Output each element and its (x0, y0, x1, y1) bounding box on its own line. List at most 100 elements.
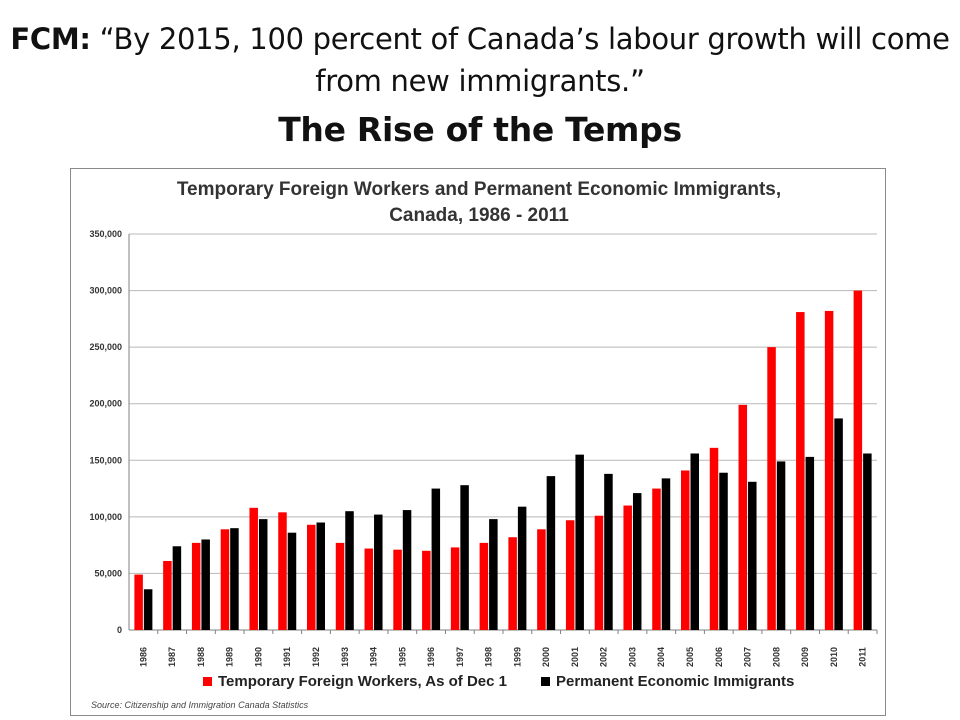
legend-swatch-permanent (540, 677, 550, 686)
bar-temporary (681, 470, 690, 630)
x-tick-label: 1997 (455, 647, 465, 667)
x-tick-label: 2005 (685, 647, 695, 667)
bar-temporary (191, 542, 201, 630)
bar-temporary (134, 574, 143, 630)
bar-temporary (594, 515, 604, 630)
x-tick-label: 1999 (512, 647, 522, 667)
bar-temporary (853, 290, 863, 630)
headline-prefix: FCM: (10, 22, 91, 56)
chart-title-line-1: Temporary Foreign Workers and Permanent … (176, 179, 782, 200)
bar-temporary (623, 505, 632, 630)
bar-temporary (393, 549, 402, 630)
bar-permanent (143, 589, 153, 630)
slide-header: FCM: “By 2015, 100 percent of Canada’s l… (0, 18, 960, 149)
bar-permanent (287, 532, 297, 630)
bar-chart: 0 50,000 100,000 150,000 200,000 250,000 300,0… (89, 229, 878, 667)
bar-temporary (824, 310, 834, 630)
bar-permanent (258, 519, 268, 630)
headline-quote: “By 2015, 100 percent of Canada’s labour… (99, 22, 950, 98)
y-tick-label: 350,000 (89, 229, 122, 239)
bar-temporary (565, 520, 575, 630)
bar-permanent (719, 472, 728, 630)
x-tick-label: 2008 (771, 647, 781, 667)
legend-label-temporary: Temporary Foreign Workers, As of Dec 1 (218, 673, 507, 690)
x-tick-label: 2002 (599, 647, 609, 667)
bar-permanent (201, 539, 210, 630)
bar-temporary (163, 560, 172, 630)
legend-item-temporary: Temporary Foreign Workers, As of Dec 1 (203, 673, 507, 690)
y-tick-label: 250,000 (89, 342, 122, 352)
bar-temporary (422, 550, 431, 630)
bar-permanent (632, 493, 642, 630)
bar-permanent (575, 454, 584, 630)
bar-permanent (431, 488, 441, 630)
y-tick-label: 300,000 (89, 286, 122, 296)
x-tick-label: 1992 (311, 647, 321, 667)
chart-legend: Temporary Foreign Workers, As of Dec 1 P… (203, 673, 794, 690)
legend-swatch-temporary (203, 677, 212, 686)
bar-permanent (863, 453, 872, 630)
x-tick-label: 1998 (484, 647, 494, 667)
chart-frame: Temporary Foreign Workers and Permanent … (70, 168, 886, 716)
bar-temporary (307, 524, 316, 630)
bar-temporary (537, 529, 546, 630)
bar-permanent (374, 514, 383, 630)
x-tick-label: 1995 (397, 647, 407, 667)
bar-permanent (661, 478, 671, 630)
bar-permanent (230, 528, 239, 630)
y-tick-label: 200,000 (89, 399, 122, 409)
legend-item-permanent: Permanent Economic Immigrants (540, 673, 795, 690)
bar-permanent (172, 546, 182, 630)
y-tick-label: 0 (117, 625, 122, 635)
x-tick-label: 2009 (800, 647, 810, 667)
bar-temporary (450, 547, 460, 630)
slide-headline: FCM: “By 2015, 100 percent of Canada’s l… (0, 18, 960, 102)
gridlines (129, 233, 877, 631)
legend-label-permanent: Permanent Economic Immigrants (555, 673, 795, 690)
x-tick-label: 1991 (282, 647, 292, 667)
x-tick-label: 2000 (541, 647, 551, 667)
bar-permanent (546, 476, 556, 630)
bar-permanent (402, 510, 412, 630)
x-tick-label: 2001 (570, 647, 580, 667)
x-tick-label: 2007 (743, 647, 753, 667)
bar-temporary (709, 447, 719, 630)
x-tick-label: 2006 (714, 647, 724, 667)
x-tick-label: 2004 (656, 647, 666, 667)
bar-temporary (767, 347, 776, 630)
bar-temporary (364, 548, 374, 630)
bar-temporary (652, 488, 661, 630)
bar-temporary (796, 312, 805, 630)
bar-permanent (489, 519, 498, 630)
x-tick-label: 1996 (426, 647, 436, 667)
slide-subtitle: The Rise of the Temps (278, 110, 682, 149)
source-note: Source: Citizenship and Immigration Cana… (91, 700, 309, 710)
y-tick-label: 50,000 (94, 568, 122, 578)
x-tick-label: 1990 (253, 647, 263, 667)
x-tick-label: 1993 (340, 647, 350, 667)
x-tick-label: 2010 (829, 647, 839, 667)
bar-permanent (460, 485, 469, 630)
bar-temporary (508, 537, 517, 630)
bar-permanent (604, 473, 613, 630)
x-tick-label: 1986 (138, 647, 148, 667)
x-tick-label: 2003 (627, 647, 637, 667)
bar-permanent (834, 418, 843, 630)
chart-title-line-2: Canada, 1986 - 2011 (389, 205, 569, 226)
bar-permanent (517, 506, 527, 630)
bar-temporary (335, 542, 345, 630)
bar-permanent (345, 511, 354, 630)
bar-permanent (690, 453, 699, 630)
x-axis-labels: 1986 1987 1988 1989 1990 1991 1992 1993 1994 1995… (138, 647, 867, 667)
bar-temporary (479, 542, 489, 630)
x-tick-label: 2011 (858, 647, 868, 667)
x-tick-label: 1988 (196, 647, 206, 667)
bar-permanent (805, 456, 815, 630)
bar-permanent (748, 481, 757, 630)
bar-temporary (738, 404, 748, 630)
bar-permanent (316, 522, 325, 630)
bar-temporary (220, 529, 230, 630)
x-tick-label: 1989 (225, 647, 235, 667)
bar-temporary (249, 507, 258, 630)
y-tick-label: 150,000 (89, 455, 122, 465)
